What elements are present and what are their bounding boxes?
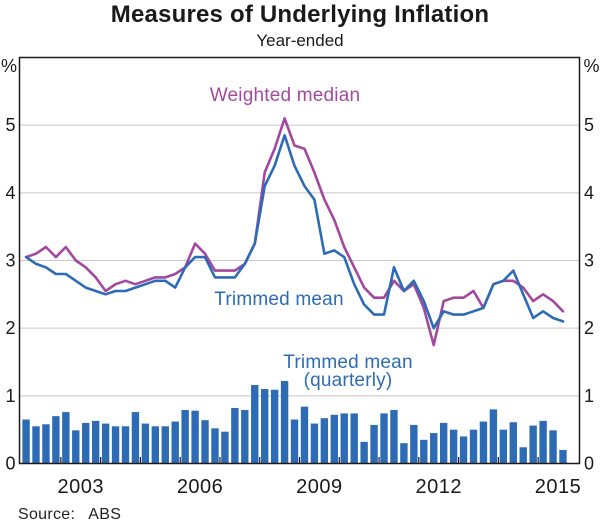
weighted-median-line xyxy=(24,117,565,347)
bar-2011 Q4 xyxy=(410,424,418,464)
y-label-left-2: 2 xyxy=(5,318,15,338)
bar-2013 Q4 xyxy=(489,409,498,464)
bar-2013 Q1 xyxy=(459,436,468,464)
bar-2012 Q2 xyxy=(430,433,438,464)
bar-2006 Q3 xyxy=(201,420,209,464)
chart-subtitle: Year-ended xyxy=(256,31,344,50)
x-year-label-2009: 2009 xyxy=(296,476,343,498)
bar-2003 Q1 xyxy=(62,412,70,464)
bar-2008 Q3 xyxy=(280,380,289,464)
y-label-left-3: 3 xyxy=(5,251,15,271)
bar-2003 Q3 xyxy=(82,422,90,464)
bar-2007 Q1 xyxy=(221,431,229,464)
bar-2007 Q2 xyxy=(231,408,239,464)
bar-2005 Q3 xyxy=(161,426,169,464)
bar-2010 Q4 xyxy=(370,424,378,464)
bar-2011 Q1 xyxy=(380,413,388,464)
bar-2003 Q4 xyxy=(91,420,100,464)
bar-2006 Q2 xyxy=(191,410,199,464)
bar-2014 Q3 xyxy=(519,447,527,464)
bar-2010 Q3 xyxy=(360,441,368,464)
x-year-label-2012: 2012 xyxy=(415,476,462,498)
y-label-right-2: 2 xyxy=(584,318,594,338)
y-unit-right: % xyxy=(584,56,600,76)
bar-2015 Q2 xyxy=(549,430,557,464)
bar-2015 Q1 xyxy=(539,420,547,464)
y-label-right-4: 4 xyxy=(584,183,594,203)
bar-2006 Q1 xyxy=(181,410,189,464)
bar-2009 Q2 xyxy=(310,423,319,464)
bar-2014 Q4 xyxy=(529,425,537,464)
bar-2013 Q2 xyxy=(469,429,478,464)
y-label-right-5: 5 xyxy=(584,115,594,135)
y-unit-left: % xyxy=(1,56,17,76)
y-label-left-5: 5 xyxy=(5,115,15,135)
chart-title: Measures of Underlying Inflation xyxy=(110,1,490,28)
bar-2012 Q4 xyxy=(449,429,458,464)
x-year-label-2003: 2003 xyxy=(58,476,105,498)
bar-2011 Q3 xyxy=(400,443,408,464)
x-year-label-2006: 2006 xyxy=(177,476,224,498)
bar-2005 Q4 xyxy=(171,421,179,464)
trimmed-mean-line xyxy=(24,134,565,330)
bar-2007 Q4 xyxy=(251,385,259,464)
bar-2008 Q4 xyxy=(290,419,299,464)
x-year-label-2015: 2015 xyxy=(535,476,582,498)
bar-2004 Q3 xyxy=(121,426,130,464)
source-label: Source: xyxy=(18,506,76,523)
bar-2013 Q3 xyxy=(479,421,488,464)
bar-2004 Q1 xyxy=(101,423,110,464)
source-note: Source: ABS xyxy=(18,506,121,524)
bar-2014 Q2 xyxy=(509,422,517,464)
bar-2010 Q2 xyxy=(350,413,358,464)
y-label-right-0: 0 xyxy=(584,454,594,474)
bar-2008 Q2 xyxy=(270,389,279,464)
trimmed-mean-series-label: Trimmed mean xyxy=(214,289,344,310)
bar-2004 Q4 xyxy=(131,412,140,464)
bar-2012 Q3 xyxy=(439,422,448,464)
bar-2007 Q3 xyxy=(241,410,249,464)
y-label-right-3: 3 xyxy=(584,251,594,271)
bar-2005 Q2 xyxy=(151,426,160,464)
y-label-left-0: 0 xyxy=(5,454,15,474)
quarterly-label-line2: (quarterly) xyxy=(303,369,393,391)
bar-2006 Q4 xyxy=(211,428,219,464)
bar-2005 Q1 xyxy=(141,423,150,464)
bar-2003 Q2 xyxy=(72,430,80,464)
weighted-median-series-label: Weighted median xyxy=(209,85,361,106)
bar-2002 Q1 xyxy=(22,419,30,464)
bar-2012 Q1 xyxy=(420,439,428,464)
bar-2009 Q3 xyxy=(320,418,329,464)
quarterly-label-line1: Trimmed mean xyxy=(283,352,413,373)
bar-2014 Q1 xyxy=(499,429,508,464)
bar-2015 Q3 xyxy=(559,449,567,464)
y-label-left-1: 1 xyxy=(5,386,15,406)
bar-2004 Q2 xyxy=(111,426,120,464)
source-value: ABS xyxy=(88,506,122,523)
bar-2002 Q2 xyxy=(32,426,40,464)
bar-2010 Q1 xyxy=(340,413,348,464)
bar-2008 Q1 xyxy=(260,389,269,464)
bar-2002 Q3 xyxy=(42,424,50,464)
bar-2011 Q2 xyxy=(390,410,398,464)
y-label-left-4: 4 xyxy=(5,183,15,203)
bar-2009 Q1 xyxy=(300,406,309,464)
bar-2002 Q4 xyxy=(52,416,60,464)
y-label-right-1: 1 xyxy=(584,386,594,406)
bar-2009 Q4 xyxy=(330,414,339,464)
trimmed-mean-quarterly-series-label: Trimmed mean (quarterly) xyxy=(283,352,413,391)
